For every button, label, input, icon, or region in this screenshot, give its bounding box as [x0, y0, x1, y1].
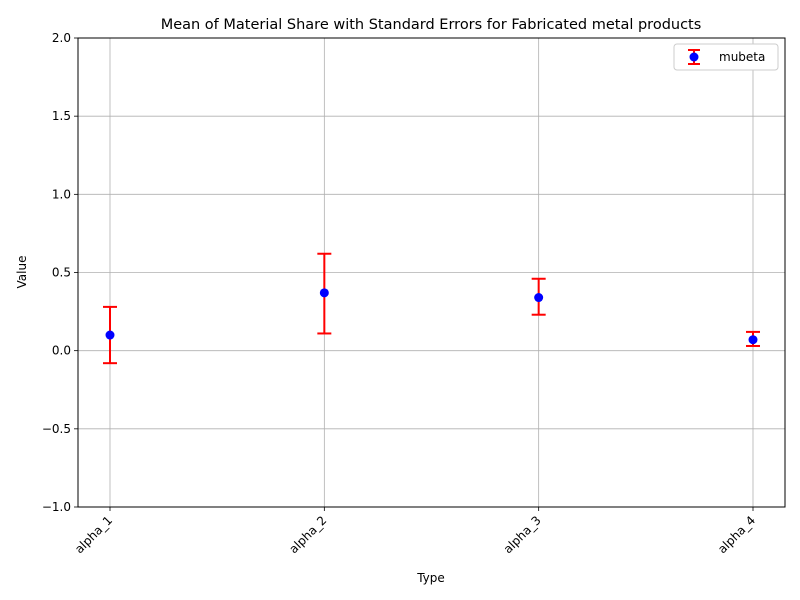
y-tick-label: 1.0 — [52, 187, 71, 201]
y-axis-ticks: −1.0 −0.5 0.0 0.5 1.0 1.5 2.0 — [42, 31, 78, 514]
data-point — [534, 293, 544, 303]
legend: mubeta — [673, 43, 779, 71]
data-points — [105, 288, 758, 345]
y-tick-label: 0.5 — [52, 266, 71, 280]
y-axis-label: Value — [15, 256, 29, 289]
y-tick-label: −0.5 — [42, 422, 71, 436]
y-tick-label: 2.0 — [52, 31, 71, 45]
data-point — [105, 330, 115, 340]
plot-frame — [77, 37, 786, 508]
legend-marker — [688, 49, 700, 65]
y-tick-label: −1.0 — [42, 500, 71, 514]
legend-label-mubeta: mubeta — [719, 50, 765, 64]
data-point — [748, 335, 758, 345]
y-tick-label: 1.5 — [52, 109, 71, 123]
legend-point — [689, 52, 699, 62]
y-tick-label: 0.0 — [52, 344, 71, 358]
chart-title: Mean of Material Share with Standard Err… — [161, 17, 702, 33]
x-axis-label: Type — [416, 571, 445, 585]
data-point — [319, 288, 329, 298]
